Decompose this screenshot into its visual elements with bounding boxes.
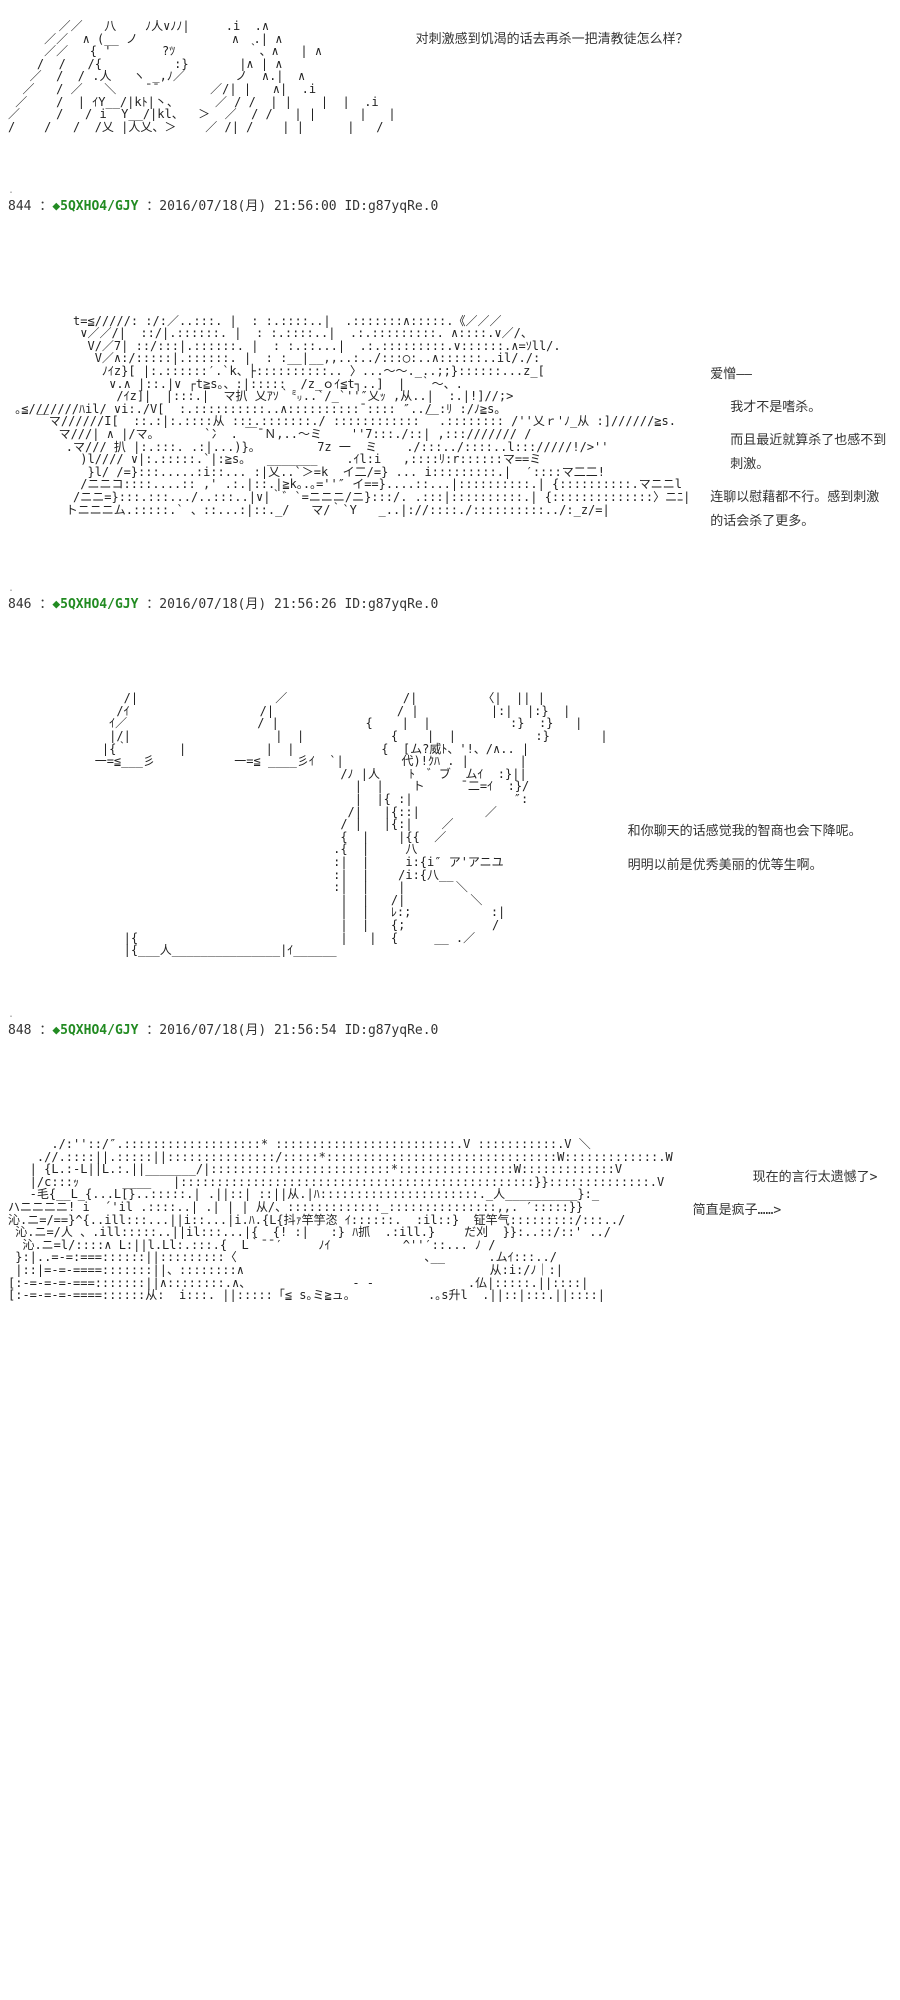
ascii-art: ／／ 八 ﾉ人∨ﾉﾉ| .i .∧ ／／ ∧ (__ ノ ∧ .| ∧ ／／ {…: [8, 20, 396, 133]
post-date: 2016/07/18(月) 21:56:54: [159, 1023, 336, 1038]
post-header: 844 ：◆5QXHO4/GJY ：2016/07/18(月) 21:56:00…: [8, 200, 892, 214]
dialogue-line: 明明以前是优秀美丽的优等生啊。: [628, 854, 862, 877]
post-number: 846: [8, 597, 31, 612]
post-body: ／／ 八 ﾉ人∨ﾉﾉ| .i .∧ ／／ ∧ (__ ノ ∧ .| ∧ ／／ {…: [8, 8, 892, 145]
dialogue-line: 对刺激感到饥渴的话去再杀一把清教徒怎么样？: [416, 28, 689, 51]
dialogue-line: 和你聊天的话感觉我的智商也会下降呢。: [628, 820, 862, 843]
post-number: 844: [8, 199, 31, 214]
dialogue-line: 爱憎——: [710, 363, 892, 386]
post-body: ./:''::/″.:::::::::::::::::::* :::::::::…: [8, 1126, 892, 1314]
ascii-art: t=≦/////: :/:／..:::. | : :.::::..| .::::…: [8, 315, 690, 517]
separator: ：: [39, 1023, 52, 1038]
post-header: 848 ：◆5QXHO4/GJY ：2016/07/18(月) 21:56:54…: [8, 1024, 892, 1038]
post-body: t=≦/////: :/:／..:::. | : :.::::..| .::::…: [8, 303, 892, 543]
post: ／／ 八 ﾉ人∨ﾉﾉ| .i .∧ ／／ ∧ (__ ノ ∧ .| ∧ ／／ {…: [8, 8, 892, 145]
dialogue-line: 现在的言行太遗憾了>: [693, 1166, 878, 1189]
separator: ：: [39, 199, 52, 214]
dialogue-line: 我才不是嗜杀。: [710, 396, 892, 419]
post: 844 ：◆5QXHO4/GJY ：2016/07/18(月) 21:56:00…: [8, 200, 892, 543]
dot-separator: .: [8, 185, 892, 196]
separator: ：: [146, 597, 159, 612]
dialogue-block: 对刺激感到饥渴的话去再杀一把清教徒怎么样？: [416, 8, 689, 61]
separator: ：: [39, 597, 52, 612]
ascii-art: /| ／ /| 〈| || | /ｲ /| / | |:| |:} | ｲ／ /…: [8, 692, 608, 956]
tripcode[interactable]: ◆5QXHO4/GJY: [52, 199, 138, 214]
post-id: ID:g87yqRe.0: [344, 1023, 438, 1038]
dialogue-block: 爱憎—— 我才不是嗜杀。 而且最近就算杀了也感不到刺激。 连聊以慰藉都不行。感到…: [710, 303, 892, 543]
dot-separator: .: [8, 583, 892, 594]
dialogue-line: 连聊以慰藉都不行。感到刺激的话会杀了更多。: [710, 486, 892, 533]
post: 848 ：◆5QXHO4/GJY ：2016/07/18(月) 21:56:54…: [8, 1024, 892, 1314]
post-number: 848: [8, 1023, 31, 1038]
post-body: /| ／ /| 〈| || | /ｲ /| / | |:| |:} | ｲ／ /…: [8, 680, 892, 968]
dialogue-block: 现在的言行太遗憾了> 简直是疯子……>: [693, 1126, 878, 1233]
dialogue-line: 简直是疯子……>: [693, 1199, 878, 1222]
post-id: ID:g87yqRe.0: [344, 199, 438, 214]
ascii-art: ./:''::/″.:::::::::::::::::::* :::::::::…: [8, 1138, 673, 1302]
dot-separator: .: [8, 1009, 892, 1020]
post-header: 846 ：◆5QXHO4/GJY ：2016/07/18(月) 21:56:26…: [8, 598, 892, 612]
post: 846 ：◆5QXHO4/GJY ：2016/07/18(月) 21:56:26…: [8, 598, 892, 969]
separator: ：: [146, 1023, 159, 1038]
separator: ：: [146, 199, 159, 214]
dialogue-line: 而且最近就算杀了也感不到刺激。: [710, 429, 892, 476]
tripcode[interactable]: ◆5QXHO4/GJY: [52, 597, 138, 612]
tripcode[interactable]: ◆5QXHO4/GJY: [52, 1023, 138, 1038]
post-date: 2016/07/18(月) 21:56:26: [159, 597, 336, 612]
post-id: ID:g87yqRe.0: [344, 597, 438, 612]
post-date: 2016/07/18(月) 21:56:00: [159, 199, 336, 214]
dialogue-block: 和你聊天的话感觉我的智商也会下降呢。 明明以前是优秀美丽的优等生啊。: [628, 680, 862, 887]
